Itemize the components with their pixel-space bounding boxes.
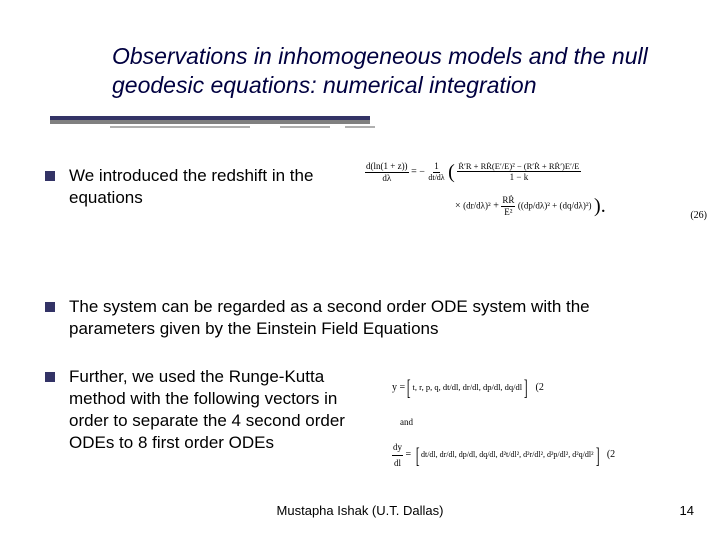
footer-page-number: 14 xyxy=(680,503,694,518)
title-underline xyxy=(50,116,370,132)
bullet-square-icon xyxy=(45,171,55,181)
bullet-item-3: Further, we used the Runge-Kutta method … xyxy=(45,366,370,454)
slide-title: Observations in inhomogeneous models and… xyxy=(112,42,690,100)
eq-vector-items: t, r, p, q, dt/dl, dr/dl, dp/dl, dq/dl xyxy=(412,381,522,395)
bracket-icon: [ xyxy=(415,438,419,473)
bullet-item-1: We introduced the redshift in the equati… xyxy=(45,165,345,209)
eq-frac-num: Ṙ′R + RṘ(E′/E)² − (R′Ṙ + RṘ′)E′/E xyxy=(457,161,580,172)
underline-seg xyxy=(345,126,375,128)
equation-number: (2 xyxy=(607,447,615,463)
equation-number: (26) xyxy=(690,210,707,222)
eq-frac-num: RṘ xyxy=(501,195,515,207)
bullet-square-icon xyxy=(45,372,55,382)
underline-main xyxy=(50,116,370,120)
eq-text: (dr/dλ)² xyxy=(463,200,491,210)
eq-frac-den: dλ xyxy=(381,173,392,184)
equation-number: (2 xyxy=(535,380,543,396)
eq-text: = − xyxy=(411,166,425,177)
underline-seg xyxy=(280,126,330,128)
footer-author: Mustapha Ishak (U.T. Dallas) xyxy=(0,503,720,518)
bullet-text: Further, we used the Runge-Kutta method … xyxy=(69,366,370,454)
eq-and-label: and xyxy=(400,415,702,429)
bullet-square-icon xyxy=(45,302,55,312)
bullet-text: The system can be regarded as a second o… xyxy=(69,296,675,340)
eq-frac-den: E² xyxy=(503,207,513,218)
eq-text: = xyxy=(403,447,414,463)
equation-redshift: d(ln(1 + z))dλ = − 1dt/dλ ( Ṙ′R + RṘ(E′/… xyxy=(365,160,705,224)
eq-vector-items: dt/dl, dr/dl, dp/dl, dq/dl, d²t/dl², d²r… xyxy=(421,449,594,462)
eq-text: + xyxy=(493,200,501,211)
eq-text: × xyxy=(455,200,461,211)
bracket-icon: ] xyxy=(524,370,528,405)
eq-frac-num: d(ln(1 + z)) xyxy=(365,161,409,173)
eq-frac-num: 1 xyxy=(433,161,440,173)
slide-title-block: Observations in inhomogeneous models and… xyxy=(112,42,690,100)
eq-paren: ( xyxy=(448,161,455,183)
bracket-icon: [ xyxy=(407,370,411,405)
bracket-icon: ] xyxy=(595,438,599,473)
eq-text: ((dp/dλ)² + (dq/dλ)²) xyxy=(518,200,592,210)
bullet-item-2: The system can be regarded as a second o… xyxy=(45,296,675,340)
eq-paren: ). xyxy=(594,195,606,217)
equation-vectors: y = [ t, r, p, q, dt/dl, dr/dl, dp/dl, d… xyxy=(392,370,702,483)
underline-shadow xyxy=(50,120,370,124)
eq-frac-den: dt/dλ xyxy=(427,173,445,183)
underline-seg xyxy=(110,126,250,128)
eq-frac-den: 1 − k xyxy=(509,172,530,183)
bullet-text: We introduced the redshift in the equati… xyxy=(69,165,345,209)
eq-text: y = xyxy=(392,380,405,396)
